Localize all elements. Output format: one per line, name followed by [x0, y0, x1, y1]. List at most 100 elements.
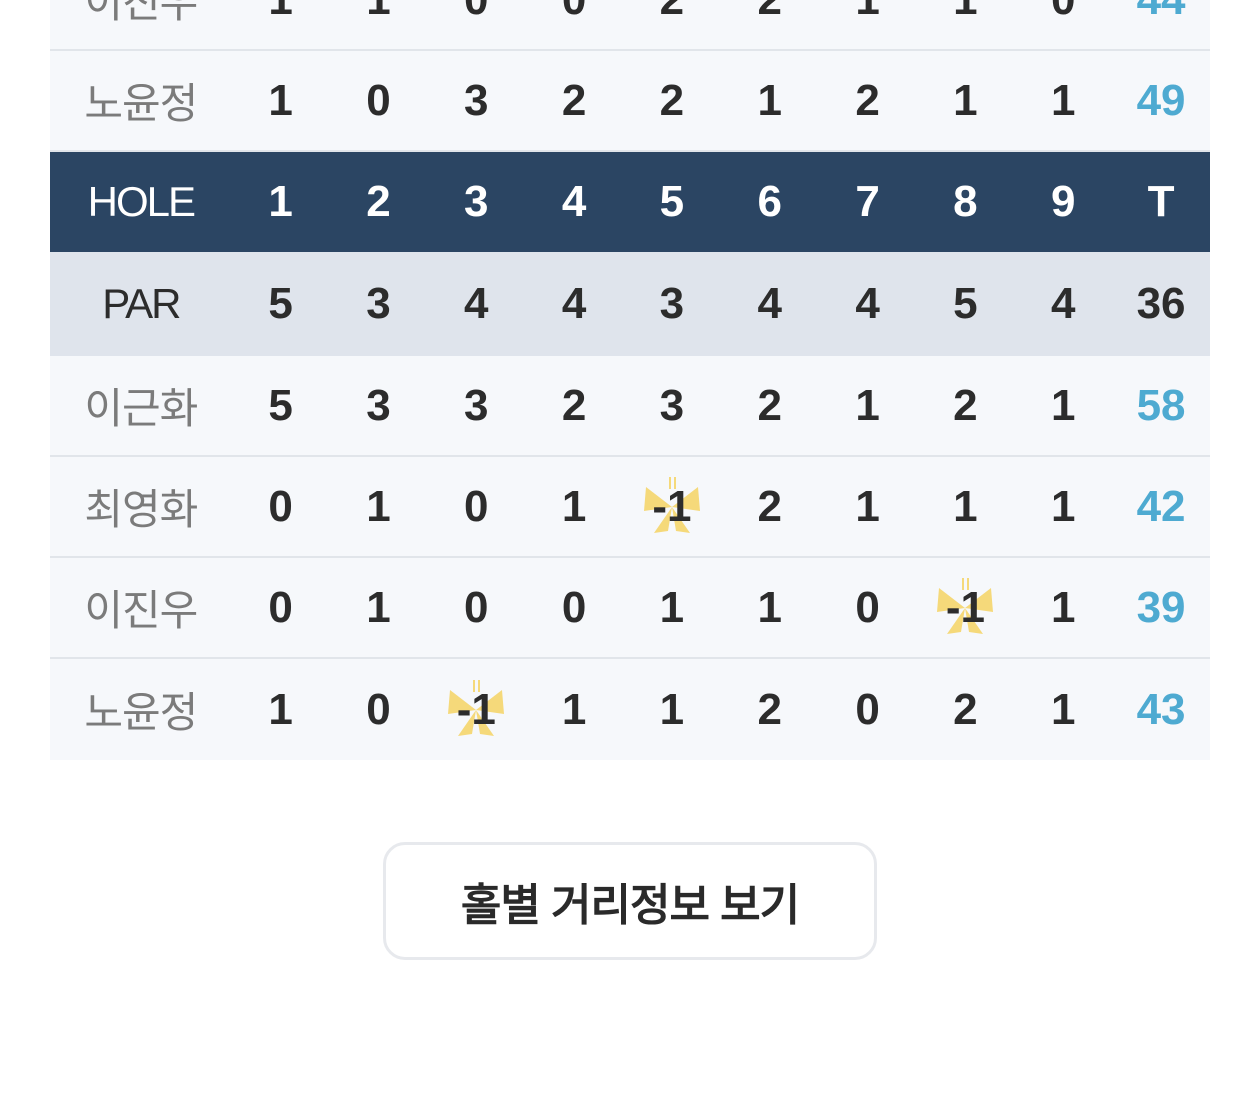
score-value: 1 [561, 684, 587, 734]
score-cell: 1 [232, 180, 330, 224]
score-cell: 1 [819, 0, 917, 22]
score-cell: 4 [819, 282, 917, 326]
score-cell: 2 [721, 484, 819, 529]
score-value: 0 [268, 481, 293, 531]
birdie-icon [643, 476, 700, 533]
score-value: 2 [953, 684, 978, 734]
score-value: -1 [456, 684, 496, 734]
score-value: -1 [945, 582, 985, 632]
total-cell: 39 [1136, 582, 1186, 632]
score-value: 0 [1051, 0, 1075, 24]
score-cell: 1 [525, 684, 623, 734]
row-label: 최영화 [84, 486, 198, 533]
score-value: 2 [953, 380, 978, 430]
row-label: 이근화 [84, 385, 198, 432]
score-value: 2 [757, 684, 782, 734]
score-cell: 0 [525, 582, 623, 632]
score-value: 0 [464, 582, 489, 632]
score-cell: 0 [330, 75, 428, 125]
score-value: 5 [659, 177, 685, 226]
score-cell: 5 [623, 180, 721, 224]
score-cell: 1 [819, 383, 917, 428]
score-cell: 4 [427, 282, 525, 326]
score-value: 0 [464, 0, 488, 24]
score-value: 1 [1050, 481, 1076, 531]
score-value: 3 [366, 279, 391, 328]
hole-distance-info-button[interactable]: 홀별 거리정보 보기 [383, 842, 877, 960]
score-cell: 3 [427, 180, 525, 224]
score-value: 0 [855, 684, 880, 734]
score-value: 4 [561, 279, 587, 328]
score-cell: 4 [525, 180, 623, 224]
score-value: 7 [855, 177, 880, 226]
score-cell: 2 [721, 684, 819, 734]
score-value: 3 [464, 177, 489, 226]
score-cell: 4 [525, 282, 623, 326]
score-value: 2 [659, 75, 685, 125]
row-label: HOLE [87, 178, 196, 225]
score-value: 1 [1050, 582, 1076, 632]
score-cell: 1 [819, 484, 917, 529]
score-cell: 1 [232, 75, 330, 125]
score-value: 0 [268, 582, 293, 632]
score-cell: 1 [623, 585, 721, 630]
score-value: 6 [757, 177, 782, 226]
score-value: 1 [953, 481, 978, 531]
score-cell: 1 [232, 684, 330, 734]
score-value: 1 [1050, 75, 1076, 125]
total-cell: 43 [1136, 684, 1186, 734]
score-cell: 3 [330, 282, 428, 326]
score-value: 0 [464, 481, 489, 531]
score-cell: 1 [1014, 75, 1112, 125]
score-value: 1 [268, 75, 293, 125]
score-value: 2 [561, 380, 587, 430]
score-value: 5 [268, 380, 293, 430]
score-cell: 1 [330, 585, 428, 630]
score-value: 2 [561, 75, 587, 125]
score-value: 2 [660, 0, 684, 24]
score-value: 1 [268, 684, 293, 734]
score-value: 1 [366, 481, 391, 531]
score-value: 0 [561, 582, 587, 632]
score-cell: 1 [1014, 380, 1112, 430]
par-row: PAR 5 3 4 4 3 4 4 5 4 36 [50, 252, 1210, 356]
score-cell: 3 [623, 380, 721, 430]
total-cell: 42 [1136, 481, 1186, 531]
row-label: 이진우 [84, 587, 198, 634]
score-cell: 0 [427, 582, 525, 632]
score-cell: 2 [525, 380, 623, 430]
score-cell: 2 [623, 75, 721, 125]
score-cell: 2 [721, 383, 819, 428]
score-value: 2 [855, 75, 880, 125]
score-cell: 1 [330, 481, 428, 531]
score-value: 5 [953, 279, 978, 328]
score-cell: 2 [623, 0, 721, 22]
score-cell: 0 [1014, 0, 1112, 22]
total-cell: 44 [1112, 0, 1210, 22]
score-value: 2 [366, 177, 391, 226]
total-cell: 58 [1136, 380, 1186, 430]
score-value: 3 [659, 380, 685, 430]
score-value: 1 [268, 0, 292, 24]
score-value: 1 [1050, 380, 1076, 430]
score-cell: 3 [427, 75, 525, 125]
score-cell: 9 [1014, 180, 1112, 224]
score-value: 3 [464, 75, 489, 125]
score-cell: 0 [232, 481, 330, 531]
total-cell: T [1147, 177, 1175, 226]
score-cell: 2 [330, 180, 428, 224]
score-value: 4 [561, 177, 587, 226]
score-value: 0 [366, 684, 391, 734]
score-cell: 6 [721, 180, 819, 224]
score-cell: 1 [1014, 582, 1112, 632]
score-value: 1 [757, 75, 782, 125]
score-value: 4 [757, 279, 782, 328]
score-value: 0 [366, 75, 391, 125]
score-cell: 1 [1014, 687, 1112, 732]
score-cell: -1 [916, 577, 1014, 634]
player-row: 이진우 0 1 0 0 1 1 0 -1 1 39 [50, 558, 1210, 659]
score-cell: 2 [819, 75, 917, 125]
hole-header-row: HOLE 1 2 3 4 5 6 7 8 9 T [50, 152, 1210, 252]
score-cell: 3 [427, 383, 525, 428]
row-label: 노윤정 [84, 689, 198, 736]
